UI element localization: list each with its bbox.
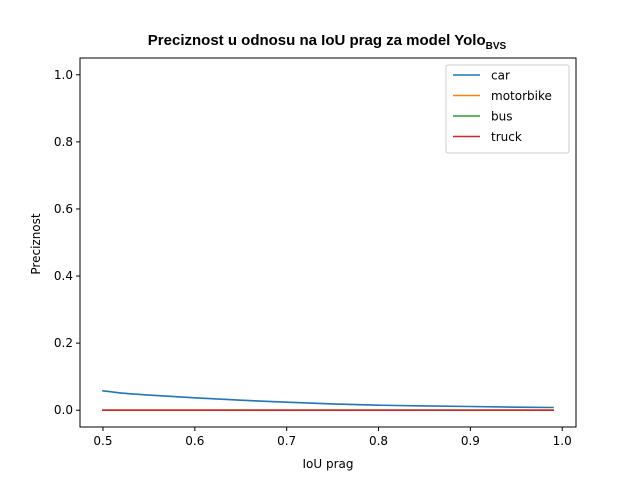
chart-title: Preciznost u odnosu na IoU prag za model… bbox=[148, 32, 507, 52]
chart-title-subscript: BVS bbox=[486, 41, 507, 52]
y-tick-label: 0.2 bbox=[54, 336, 73, 350]
x-axis-label: IoU prag bbox=[303, 457, 354, 471]
x-tick-label: 0.9 bbox=[461, 434, 480, 448]
chart-title-main: Preciznost u odnosu na IoU prag za model… bbox=[148, 32, 486, 49]
series-line-car bbox=[102, 389, 554, 409]
y-tick-label: 0.8 bbox=[54, 135, 73, 149]
legend-label-bus: bus bbox=[491, 110, 512, 124]
axes-frame bbox=[79, 57, 577, 428]
x-tick-label: 1.0 bbox=[553, 434, 572, 448]
y-tick-label: 0.4 bbox=[54, 269, 73, 283]
legend-label-truck: truck bbox=[491, 130, 522, 144]
plot-area: 0.5 0.6 0.7 0.8 0.9 1.0 0.0 0.2 0.4 0.6 0.8 1.0 car m… bbox=[54, 57, 577, 448]
legend-label-motorbike: motorbike bbox=[491, 89, 552, 103]
legend-box bbox=[445, 64, 570, 154]
x-tick-label: 0.8 bbox=[369, 434, 388, 448]
legend-label-car: car bbox=[491, 69, 510, 83]
y-tick-label: 0.0 bbox=[54, 403, 73, 417]
y-tick-label: 1.0 bbox=[54, 68, 73, 82]
y-axis-label: Preciznost bbox=[29, 213, 43, 275]
y-tick-label: 0.6 bbox=[54, 202, 73, 216]
x-tick-label: 0.5 bbox=[93, 434, 112, 448]
x-tick-label: 0.6 bbox=[185, 434, 204, 448]
x-tick-label: 0.7 bbox=[277, 434, 296, 448]
